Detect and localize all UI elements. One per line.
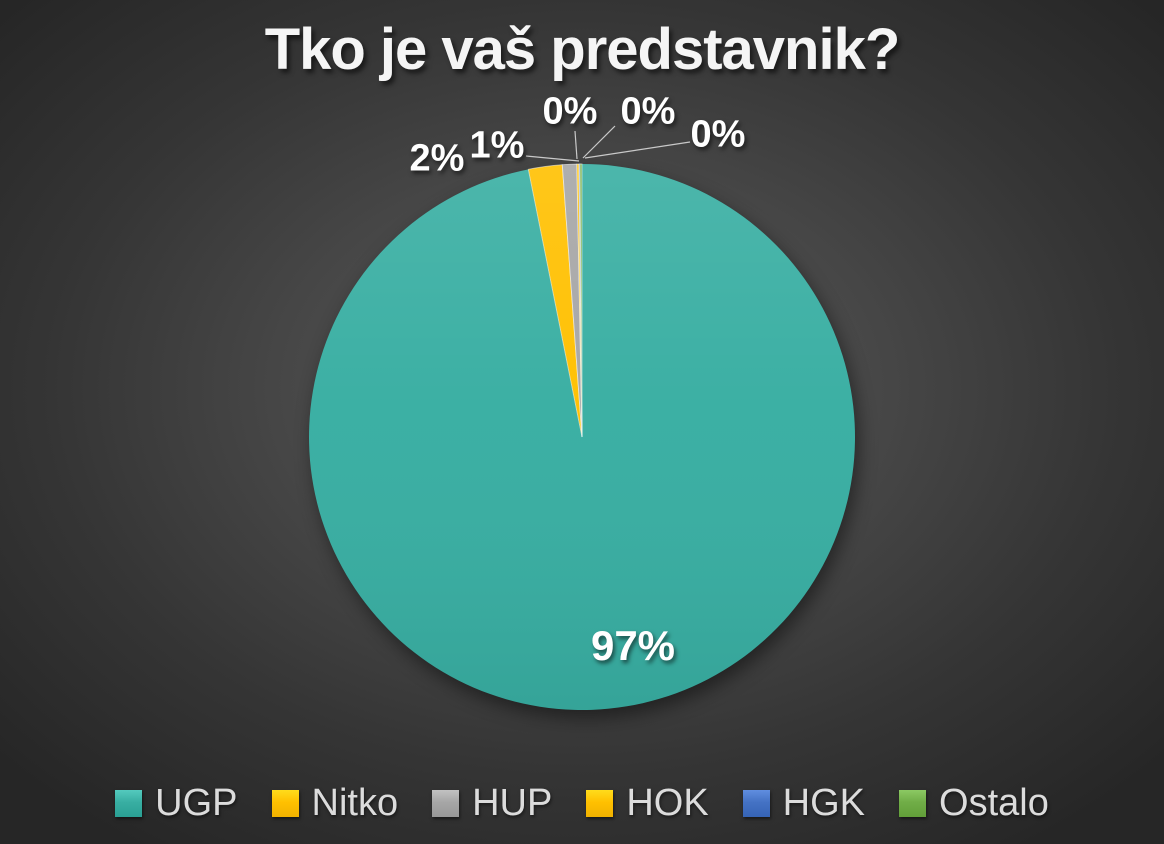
leader-line-ostalo: [584, 141, 691, 159]
pie-gloss-overlay: [309, 164, 855, 710]
legend-swatch-ostalo: [899, 789, 927, 817]
legend-item-ugp: UGP: [115, 782, 238, 824]
legend-label-hok: HOK: [626, 782, 709, 824]
legend-label-nitko: Nitko: [311, 782, 399, 824]
legend-swatch-nitko: [271, 789, 299, 817]
legend-label-ostalo: Ostalo: [939, 782, 1049, 824]
data-label-nitko: 2%: [409, 137, 465, 180]
chart-title: Tko je vaš predstavnik?: [264, 17, 901, 82]
legend-item-hgk: HGK: [742, 782, 866, 824]
legend-swatch-hup: [432, 789, 460, 817]
legend-swatch-hgk: [742, 789, 770, 817]
legend-swatch-hok: [586, 789, 614, 817]
data-label-ostalo: 0%: [690, 113, 746, 156]
data-label-hok: 0%: [542, 90, 598, 133]
legend-label-hup: HUP: [472, 782, 553, 824]
legend-item-hup: HUP: [432, 784, 552, 822]
legend-item-nitko: Nitko: [271, 782, 399, 824]
leader-line-hgk: [582, 125, 616, 159]
leader-line-hok: [574, 130, 578, 160]
chart-legend: UGP Nitko HUP HOK HGK Ostalo: [0, 784, 1164, 822]
data-label-hgk: 0%: [620, 90, 676, 133]
legend-item-hok: HOK: [586, 782, 709, 824]
legend-item-ostalo: Ostalo: [899, 784, 1049, 822]
data-label-hup: 1%: [469, 124, 525, 167]
legend-label-ugp: UGP: [155, 782, 238, 824]
legend-swatch-ugp: [115, 789, 143, 817]
data-label-ugp: 97%: [590, 622, 676, 669]
leader-line-hup: [525, 155, 580, 162]
leader-lines: [525, 125, 691, 162]
legend-label-hgk: HGK: [782, 782, 866, 824]
